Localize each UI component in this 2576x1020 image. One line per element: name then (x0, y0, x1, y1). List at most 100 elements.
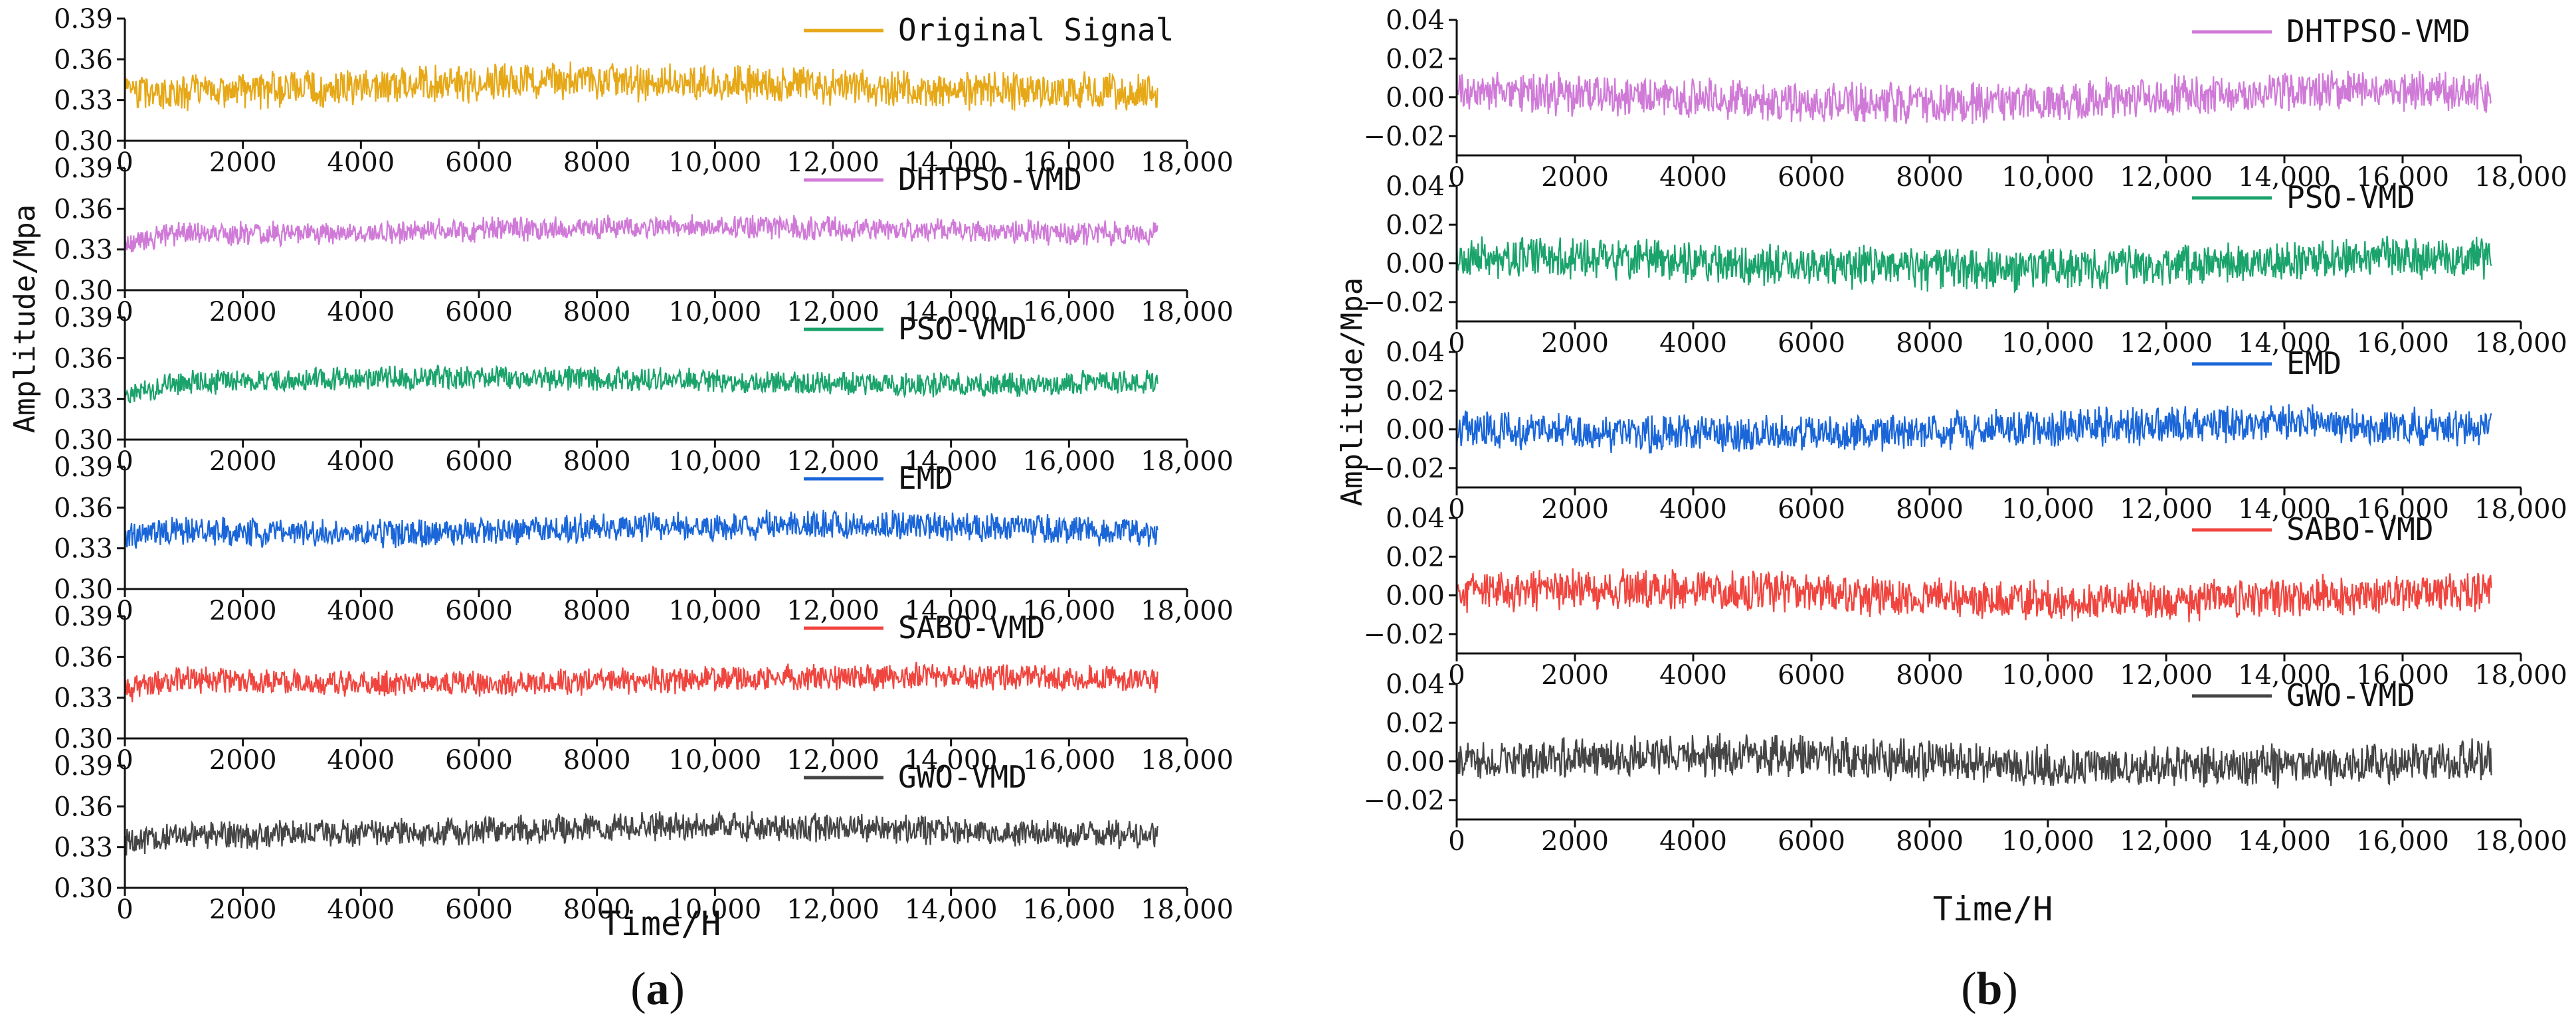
panel-b-series-3-trace (1455, 568, 2492, 623)
panel-b-legend-1-label: PSO-VMD (2286, 179, 2415, 215)
panel-a-subplot-1-ytick-1-label: 0.33 (54, 235, 113, 266)
panel-a-subplot-1: 0.300.330.360.390 2000 4000 6000 8000 10,000 1… (54, 153, 1234, 327)
panel-a-subplot-0-xtick-6-label: 12,000 (786, 147, 879, 178)
panel-a-subplot-4-ytick-1-label: 0.33 (54, 683, 113, 714)
panel-b-subplot-4-ytick-2-label: 0.02 (1386, 708, 1445, 738)
panel-a-subplot-0-xtick-8-label: 16,000 (1022, 147, 1115, 178)
panel-b-subplot-4-xtick-1-label: 2000 (1541, 826, 1609, 857)
panel-a-subplot-5-xtick-4-label: 8000 (563, 894, 631, 925)
panel-b-subplot-0-xtick-9-label: 18,000 (2474, 162, 2567, 193)
panel-b-subplot-1-xtick-3-label: 6000 (1778, 328, 1845, 359)
panel-a-subplot-4-xtick-2-label: 4000 (327, 745, 395, 776)
panel-a-series-0-trace (124, 61, 1158, 112)
panel-b-subplot-4-ytick-1-label: 0.00 (1386, 747, 1445, 778)
panel-a-subplot-5-ytick-3-label: 0.39 (54, 751, 113, 782)
panel-b-subplot-1-ytick-0-label: −0.02 (1363, 288, 1445, 318)
panel-a-subplot-2-xtick-9-label: 18,000 (1141, 446, 1234, 477)
panel-a-subplot-4-xtick-4-label: 8000 (563, 745, 631, 776)
panel-a-subplot-0-xtick-4-label: 8000 (563, 147, 631, 178)
panel-b-subplot-4-xtick-7-label: 14,000 (2238, 826, 2331, 857)
panel-a-subplot-1-ytick-3-label: 0.39 (54, 153, 113, 184)
panel-a-subplot-5-xtick-9-label: 18,000 (1141, 894, 1234, 925)
panel-a-subplot-2-xtick-2-label: 4000 (327, 446, 395, 477)
panel-b-subplot-0-xtick-5-label: 10,000 (2001, 162, 2094, 193)
panel-a-subplot-3-ytick-2-label: 0.36 (54, 493, 113, 523)
panel-a-series-4-trace (124, 661, 1158, 703)
panel-b-subplot-1-xtick-1-label: 2000 (1541, 328, 1609, 359)
panel-b-subplot-2-xtick-1-label: 2000 (1541, 494, 1609, 525)
panel-b-subplot-4-xtick-5-label: 10,000 (2001, 826, 2094, 857)
panel-b-subplot-4-xtick-8-label: 16,000 (2356, 826, 2449, 857)
panel-a-subplot-5-ytick-2-label: 0.36 (54, 792, 113, 822)
panel-a-letter: a (646, 964, 670, 1015)
panel-b-subplot-0-xtick-1-label: 2000 (1541, 162, 1609, 193)
panel-b-subplot-4-xtick-9-label: 18,000 (2474, 826, 2567, 857)
panel-a-subplot-3-ytick-1-label: 0.33 (54, 534, 113, 564)
panel-a-subplot-4-xtick-3-label: 6000 (445, 745, 513, 776)
panel-a-subplot-0-ytick-1-label: 0.33 (54, 86, 113, 116)
panel-a-subplot-4-ytick-0-label: 0.30 (54, 724, 113, 754)
panel-a-subplot-5: 0.30 0.33 0.36 0.39 0 2000 4000 6000 8000 10,000 1… (54, 751, 1234, 925)
panel-b-subplot-0: −0.020.000.020.040 2000 4000 6000 8000 10,000… (1363, 5, 2567, 193)
panel-a-subplot-1-xtick-8-label: 16,000 (1022, 297, 1115, 327)
panel-b-legend-4-label: GWO-VMD (2286, 677, 2415, 713)
panel-b-subplot-1-ytick-1-label: 0.00 (1386, 249, 1445, 280)
panel-b-subplot-2-ytick-1-label: 0.00 (1386, 415, 1445, 446)
panel-b-subplot-3-ytick-0-label: −0.02 (1363, 620, 1445, 650)
panel-b-subplot-1-xtick-8-label: 16,000 (2356, 328, 2449, 359)
panel-b-subplot-4-ytick-3-label: 0.04 (1386, 669, 1445, 700)
panel-b-subplot-3-xtick-2-label: 4000 (1659, 660, 1727, 691)
panel-a-subplot-3-xtick-8-label: 16,000 (1022, 596, 1115, 626)
panel-b-subplot-1-xtick-6-label: 12,000 (2120, 328, 2213, 359)
panel-a-subplot-4-xtick-9-label: 18,000 (1141, 745, 1234, 776)
panel-a-subplot-2-xtick-1-label: 2000 (209, 446, 277, 477)
panel-a-subplot-3: 0.300.330.360.390 2000 4000 6000 8000 10,000 1… (54, 452, 1234, 626)
panel-b-legend-3-label: SABO-VMD (2286, 511, 2434, 547)
panel-a-subplot-0-xtick-5-label: 10,000 (668, 147, 761, 178)
panel-b-subplot-2-xtick-2-label: 4000 (1659, 494, 1727, 525)
panel-b-subplot-0-xtick-7-label: 14,000 (2238, 162, 2331, 193)
panel-a-subplot-4-xtick-7-label: 14,000 (905, 745, 998, 776)
panel-a-subplot-1-xtick-1-label: 2000 (209, 297, 277, 327)
panel-b-subplot-1-xtick-9-label: 18,000 (2474, 328, 2567, 359)
panel-b-subplot-2-ytick-2-label: 0.02 (1386, 376, 1445, 406)
panel-b-subplot-2-xtick-5-label: 10,000 (2001, 494, 2094, 525)
panel-a-subplot-4-xtick-6-label: 12,000 (786, 745, 879, 776)
panel-b-subplot-4: −0.02 0.00 0.02 0.04 0 2000 4000 6000 8000 10,000… (1363, 669, 2567, 857)
panel-a-subplot-2-ytick-3-label: 0.39 (54, 303, 113, 333)
panel-a-subplot-1-xtick-5-label: 10,000 (668, 297, 761, 327)
panel-a-legend-0-label: Original Signal (898, 12, 1174, 48)
panel-b-subplot-0-xtick-4-label: 8000 (1896, 162, 1964, 193)
panel-b-subplot-1-xtick-7-label: 14,000 (2238, 328, 2331, 359)
panel-a-subplot-3-ytick-0-label: 0.30 (54, 574, 113, 605)
panel-a-subplot-1-xtick-4-label: 8000 (563, 297, 631, 327)
panel-b-subplot-3-ytick-2-label: 0.02 (1386, 542, 1445, 572)
panel-a-subplot-2-xtick-6-label: 12,000 (786, 446, 879, 477)
panel-b-subplot-4-xtick-6-label: 12,000 (2120, 826, 2213, 857)
panel-a-legend-1-label: DHTPSO-VMD (898, 161, 1082, 197)
panel-a-legend-5-label: GWO-VMD (898, 759, 1027, 795)
panel-b-subplot-2-xtick-6-label: 12,000 (2120, 494, 2213, 525)
panel-b-subplot-2-xtick-9-label: 18,000 (2474, 494, 2567, 525)
panel-b-subplot-4-ytick-0-label: −0.02 (1363, 786, 1445, 816)
panel-a-subplot-0-xtick-9-label: 18,000 (1141, 147, 1234, 178)
panel-a-subplot-1-xtick-9-label: 18,000 (1141, 297, 1234, 327)
panel-b-subplot-3-xtick-7-label: 14,000 (2238, 660, 2331, 691)
panel-a-subplot-1-ytick-2-label: 0.36 (54, 194, 113, 224)
panel-a-subplot-3-xtick-5-label: 10,000 (668, 596, 761, 626)
panel-a-subplot-0: 0.300.330.360.390 2000 4000 6000 8000 10,000 1… (54, 4, 1234, 178)
panel-b-subplot-3-ytick-1-label: 0.00 (1386, 581, 1445, 612)
panel-b-subplot-1: −0.020.000.020.040 2000 4000 6000 8000 10,000… (1363, 171, 2567, 359)
panel-a-subplot-3-xtick-1-label: 2000 (209, 596, 277, 626)
panel-a-subplot-5-xtick-0-label: 0 (116, 894, 133, 925)
panel-b-subplot-2-ytick-3-label: 0.04 (1386, 337, 1445, 368)
panel-b-subplot-4-xtick-2-label: 4000 (1659, 826, 1727, 857)
panel-b-legend-2-label: EMD (2286, 345, 2342, 381)
panel-a-series-1-trace (124, 214, 1158, 253)
panel-a-subplot-5-xtick-3-label: 6000 (445, 894, 513, 925)
panel-b-series-1-trace (1455, 235, 2492, 294)
panel-a-subplot-1-xtick-2-label: 4000 (327, 297, 395, 327)
panel-a-legend-4-label: SABO-VMD (898, 610, 1046, 645)
panel-a-subplot-2-xtick-5-label: 10,000 (668, 446, 761, 477)
panel-b-subplot-4-xtick-0-label: 0 (1448, 826, 1465, 857)
